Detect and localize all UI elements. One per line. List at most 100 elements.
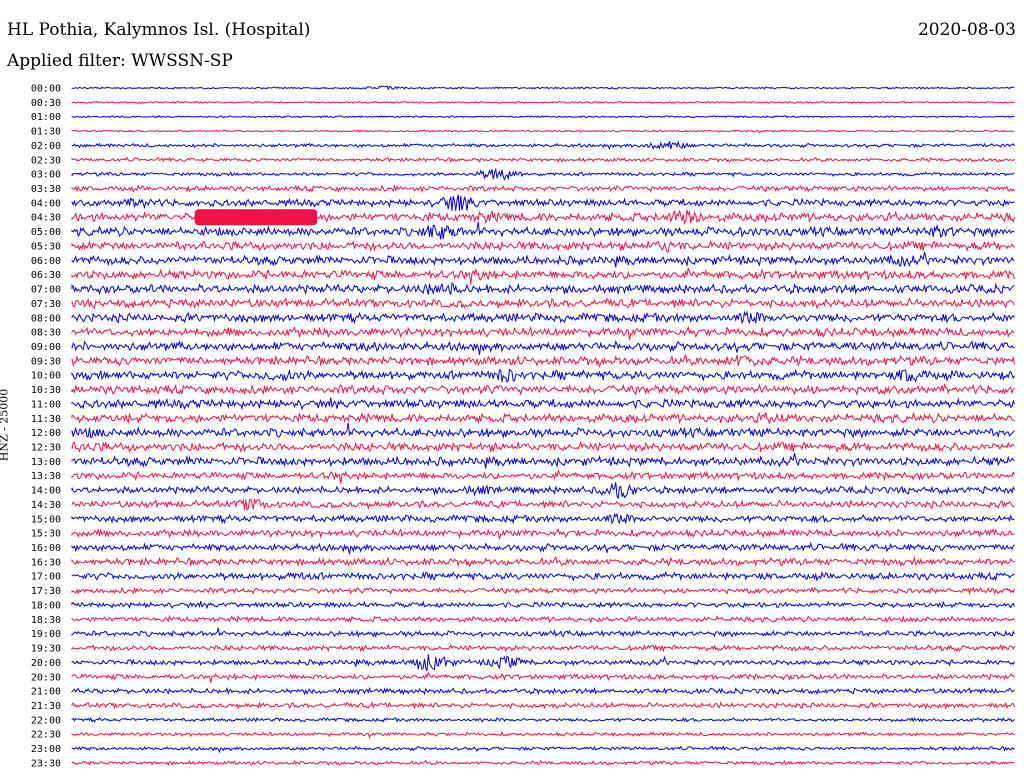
row-label-1000: 10:00 xyxy=(31,371,61,382)
row-label-1400: 14:00 xyxy=(31,486,61,497)
row-label-0530: 05:30 xyxy=(31,241,61,252)
trace-2330 xyxy=(71,759,1015,766)
row-label-0230: 02:30 xyxy=(31,155,61,166)
row-label-0630: 06:30 xyxy=(31,270,61,281)
trace-2130 xyxy=(71,701,1015,710)
row-label-0100: 01:00 xyxy=(31,112,61,123)
row-label-2100: 21:00 xyxy=(31,687,61,698)
trace-1930 xyxy=(71,643,1015,653)
trace-0530 xyxy=(71,239,1015,253)
trace-0900 xyxy=(71,340,1015,355)
trace-0300 xyxy=(71,167,1015,181)
date-label: 2020-08-03 xyxy=(917,20,1016,40)
row-label-1430: 14:30 xyxy=(31,500,61,511)
filter-label: Applied filter: WWSSN-SP xyxy=(7,51,233,71)
trace-0930 xyxy=(71,353,1015,368)
trace-0200 xyxy=(71,140,1015,151)
trace-2300 xyxy=(71,745,1015,754)
row-label-1030: 10:30 xyxy=(31,385,61,396)
trace-1230 xyxy=(71,440,1015,454)
trace-0130 xyxy=(71,129,1015,134)
row-label-0500: 05:00 xyxy=(31,227,61,238)
row-label-1700: 17:00 xyxy=(31,572,61,583)
row-label-1630: 16:30 xyxy=(31,557,61,568)
row-label-1530: 15:30 xyxy=(31,529,61,540)
row-label-2000: 20:00 xyxy=(31,658,61,669)
trace-1630 xyxy=(71,556,1015,568)
row-label-0430: 04:30 xyxy=(31,213,61,224)
trace-0230 xyxy=(71,156,1015,164)
trace-1030 xyxy=(71,383,1015,397)
trace-0700 xyxy=(71,282,1015,296)
row-label-2330: 23:30 xyxy=(31,758,61,769)
trace-2030 xyxy=(71,671,1015,683)
row-label-1830: 18:30 xyxy=(31,615,61,626)
row-label-1600: 16:00 xyxy=(31,543,61,554)
trace-0630 xyxy=(71,267,1015,285)
row-label-0030: 00:30 xyxy=(31,98,61,109)
row-label-0700: 07:00 xyxy=(31,285,61,296)
row-label-1330: 13:30 xyxy=(31,471,61,482)
row-label-1730: 17:30 xyxy=(31,586,61,597)
row-label-2300: 23:00 xyxy=(31,744,61,755)
trace-0800 xyxy=(71,310,1015,325)
row-label-0200: 02:00 xyxy=(31,141,61,152)
trace-2200 xyxy=(71,716,1015,723)
row-label-2030: 20:30 xyxy=(31,672,61,683)
trace-1300 xyxy=(71,452,1015,469)
row-label-1500: 15:00 xyxy=(31,514,61,525)
trace-1330 xyxy=(71,468,1015,484)
trace-0600 xyxy=(71,251,1015,268)
saturated-block-0430 xyxy=(194,209,318,226)
row-label-1930: 19:30 xyxy=(31,644,61,655)
trace-2230 xyxy=(71,731,1015,739)
trace-1530 xyxy=(71,527,1015,540)
trace-0500 xyxy=(71,221,1015,240)
row-label-0800: 08:00 xyxy=(31,313,61,324)
trace-1400 xyxy=(71,482,1015,500)
trace-2000 xyxy=(71,654,1015,672)
trace-0730 xyxy=(71,297,1015,310)
trace-1830 xyxy=(71,614,1015,624)
row-label-2130: 21:30 xyxy=(31,701,61,712)
row-label-1200: 12:00 xyxy=(31,428,61,439)
trace-1800 xyxy=(71,600,1015,610)
trace-0030 xyxy=(71,100,1015,105)
trace-0830 xyxy=(71,325,1015,340)
trace-0000 xyxy=(71,85,1015,91)
trace-1900 xyxy=(71,627,1015,638)
trace-1430 xyxy=(71,497,1015,511)
row-label-0130: 01:30 xyxy=(31,127,61,138)
trace-0400 xyxy=(71,194,1015,211)
row-label-0330: 03:30 xyxy=(31,184,61,195)
trace-2100 xyxy=(71,686,1015,696)
row-label-0730: 07:30 xyxy=(31,299,61,310)
row-label-0900: 09:00 xyxy=(31,342,61,353)
row-label-2230: 22:30 xyxy=(31,730,61,741)
trace-1000 xyxy=(71,368,1015,383)
row-label-0300: 03:00 xyxy=(31,170,61,181)
row-label-1230: 12:30 xyxy=(31,443,61,454)
row-label-0600: 06:00 xyxy=(31,256,61,267)
trace-1730 xyxy=(71,586,1015,596)
trace-1200 xyxy=(71,422,1015,440)
row-label-1130: 11:30 xyxy=(31,414,61,425)
row-label-2200: 22:00 xyxy=(31,715,61,726)
row-label-1300: 13:00 xyxy=(31,457,61,468)
trace-1100 xyxy=(71,397,1015,411)
station-title: HL Pothia, Kalymnos Isl. (Hospital) xyxy=(7,20,311,40)
row-label-0400: 04:00 xyxy=(31,198,61,209)
row-label-1100: 11:00 xyxy=(31,399,61,410)
trace-0330 xyxy=(71,184,1015,194)
trace-1600 xyxy=(71,541,1015,555)
row-label-0830: 08:30 xyxy=(31,328,61,339)
row-label-0930: 09:30 xyxy=(31,356,61,367)
trace-1130 xyxy=(71,411,1015,425)
trace-0100 xyxy=(71,115,1015,119)
row-label-1800: 18:00 xyxy=(31,600,61,611)
trace-1500 xyxy=(71,512,1015,525)
trace-1700 xyxy=(71,570,1015,582)
row-label-0000: 00:00 xyxy=(31,84,61,95)
row-label-1900: 19:00 xyxy=(31,629,61,640)
